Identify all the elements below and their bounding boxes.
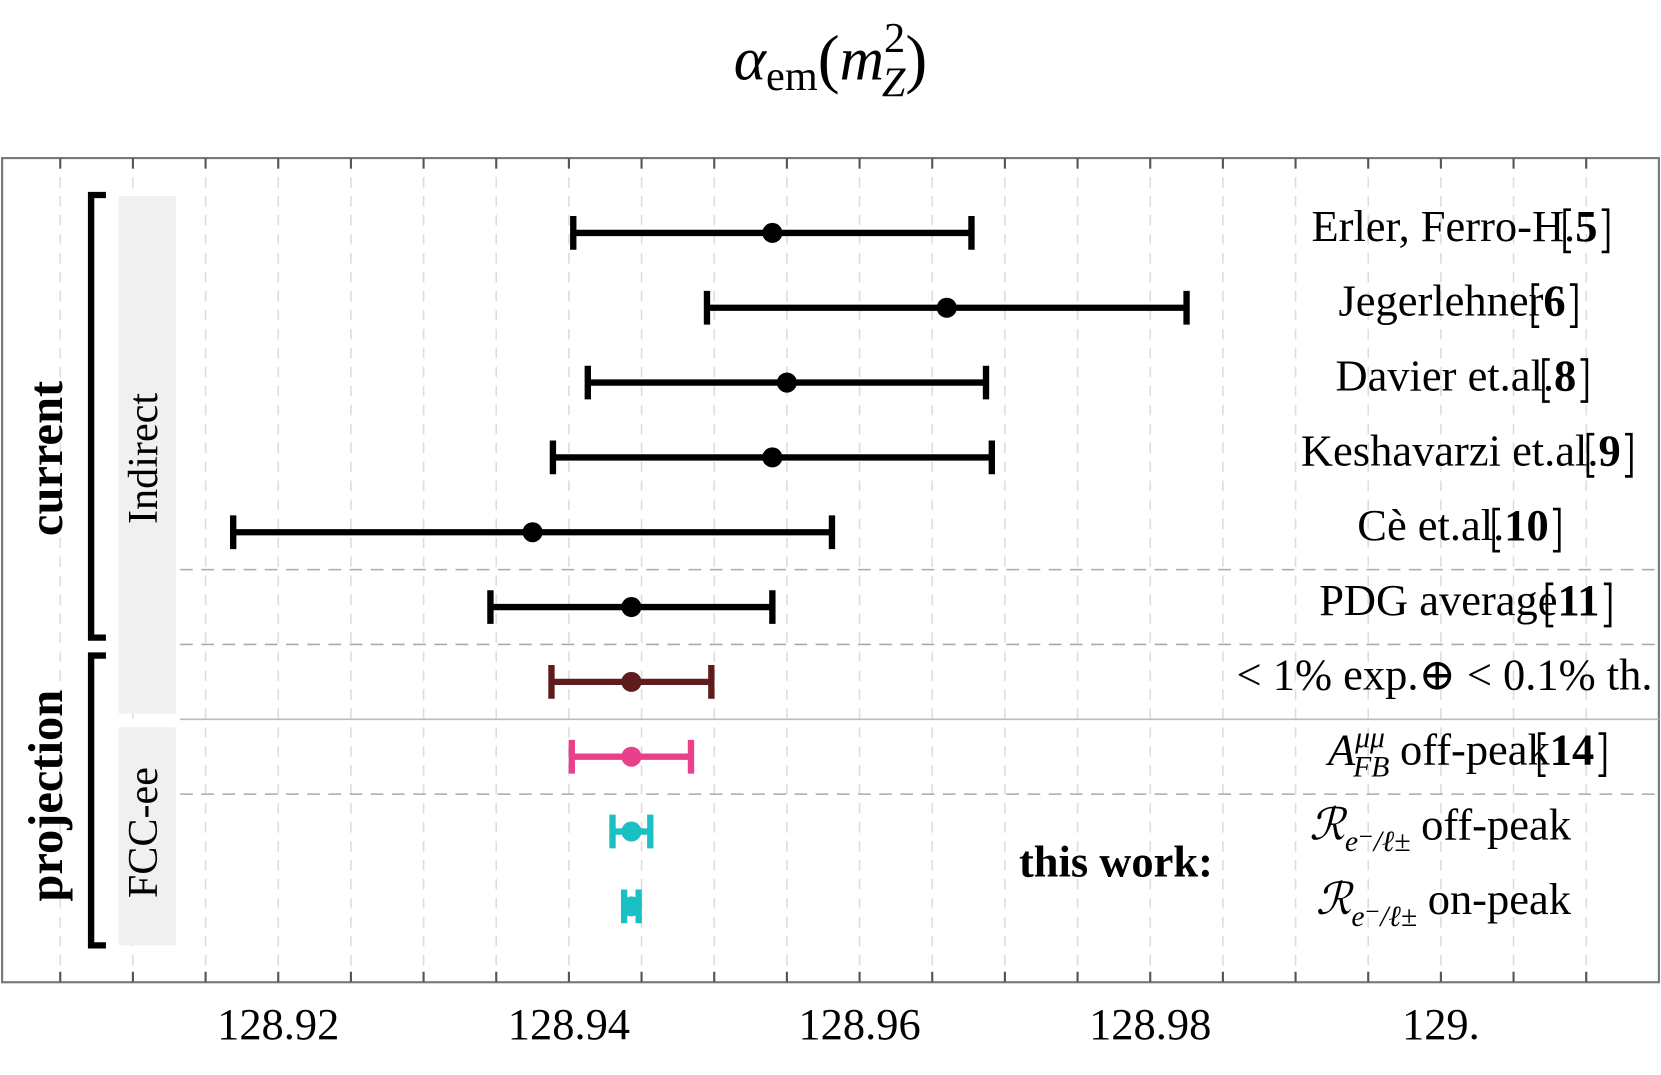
group-bracket bbox=[87, 652, 106, 949]
label-ref: 8 bbox=[1554, 351, 1576, 401]
label-text: Jegerlehner bbox=[1338, 276, 1543, 326]
x-tick-label: 129. bbox=[1402, 999, 1480, 1049]
point bbox=[621, 896, 642, 917]
point bbox=[762, 222, 783, 243]
label-symbol: ℛ bbox=[1316, 875, 1354, 925]
ref-bracket bbox=[1580, 358, 1589, 403]
point bbox=[936, 297, 957, 318]
group-label: current bbox=[19, 381, 73, 536]
label-text: Davier et.al. bbox=[1335, 351, 1554, 401]
point bbox=[522, 522, 543, 543]
point bbox=[762, 447, 783, 468]
subgroup-label: FCC-ee bbox=[120, 767, 167, 898]
label-sub: e⁻/ℓ± bbox=[1351, 901, 1417, 933]
label-text: on-peak bbox=[1428, 875, 1572, 925]
x-tick-label: 128.94 bbox=[508, 999, 630, 1049]
row-label: PDG average11 bbox=[1319, 575, 1599, 625]
x-tick-label: 128.92 bbox=[217, 999, 339, 1049]
ref-bracket bbox=[1552, 507, 1561, 553]
row-label: ℛe⁻/ℓ± on-peak bbox=[1316, 875, 1572, 933]
point bbox=[621, 671, 642, 692]
label-sup: μμ bbox=[1354, 722, 1385, 754]
row-label: Jegerlehner6 bbox=[1338, 276, 1565, 326]
point bbox=[776, 372, 797, 393]
label-sub: e⁻/ℓ± bbox=[1345, 826, 1411, 858]
row-label: < 1% exp.⊕ < 0.1% th. bbox=[1237, 650, 1653, 700]
label-symbol: ℛ bbox=[1309, 800, 1347, 850]
label-ref: 11 bbox=[1558, 575, 1600, 625]
label-text: off-peak bbox=[1400, 725, 1551, 775]
group-label: projection bbox=[19, 690, 73, 902]
label-text: Erler, Ferro-H. bbox=[1311, 201, 1575, 251]
label-text: off-peak bbox=[1421, 800, 1572, 850]
annotation: this work: bbox=[1019, 837, 1213, 887]
point bbox=[621, 746, 642, 767]
subgroup-box bbox=[118, 196, 176, 714]
ref-bracket bbox=[1569, 283, 1578, 329]
row-label: Cè et.al.10 bbox=[1357, 500, 1548, 550]
title-sub: em bbox=[766, 53, 818, 100]
label-ref: 6 bbox=[1543, 276, 1565, 326]
title-sup: 2 bbox=[884, 15, 905, 62]
label-symbol: A bbox=[1325, 725, 1356, 775]
ref-bracket bbox=[1603, 582, 1612, 628]
chart-title: αem(m2 Z) bbox=[734, 15, 928, 106]
point bbox=[621, 821, 642, 842]
ref-bracket bbox=[1537, 732, 1546, 778]
row-label: Keshavarzi et.al.9 bbox=[1301, 426, 1621, 476]
title-arg: m bbox=[840, 26, 884, 94]
x-tick-label: 128.98 bbox=[1089, 999, 1211, 1049]
title-paren: ) bbox=[905, 23, 927, 95]
label-sub: FB bbox=[1352, 751, 1389, 783]
label-ref: 10 bbox=[1504, 500, 1548, 550]
ref-bracket bbox=[1542, 358, 1550, 403]
ref-bracket bbox=[1624, 432, 1633, 478]
label-ref: 9 bbox=[1599, 426, 1621, 476]
label-ref: 14 bbox=[1550, 725, 1594, 775]
label-text: < 1% exp.⊕ < 0.1% th. bbox=[1237, 650, 1653, 700]
ref-bracket bbox=[1531, 283, 1540, 329]
row-label: Erler, Ferro-H.5 bbox=[1311, 201, 1597, 251]
row-label: Davier et.al.8 bbox=[1335, 351, 1576, 401]
ref-bracket bbox=[1586, 432, 1595, 478]
ref-bracket bbox=[1563, 208, 1571, 254]
title-sub: Z bbox=[882, 59, 906, 106]
subgroup-label: Indirect bbox=[120, 393, 167, 524]
group-bracket bbox=[87, 191, 106, 641]
ref-bracket bbox=[1492, 507, 1501, 553]
label-text: PDG average bbox=[1319, 575, 1557, 625]
title-paren: ( bbox=[818, 23, 840, 95]
ref-bracket bbox=[1598, 732, 1607, 778]
label-text: Cè et.al. bbox=[1357, 500, 1504, 550]
row-label: Aμμ FB off-peak14 bbox=[1325, 722, 1594, 783]
row-label: ℛe⁻/ℓ± off-peak bbox=[1309, 800, 1571, 858]
ref-bracket bbox=[1545, 582, 1554, 628]
ref-bracket bbox=[1601, 208, 1610, 254]
point bbox=[621, 597, 642, 618]
subgroup-box bbox=[118, 727, 176, 946]
title-symbol: α bbox=[734, 26, 768, 94]
label-ref: 5 bbox=[1575, 201, 1597, 251]
x-tick-label: 128.96 bbox=[798, 999, 920, 1049]
label-text: Keshavarzi et.al. bbox=[1301, 426, 1599, 476]
